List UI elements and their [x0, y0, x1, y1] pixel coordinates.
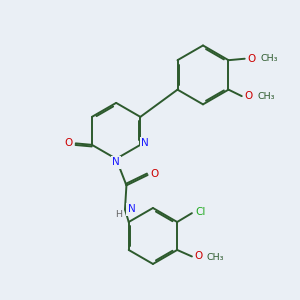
Text: O: O: [64, 138, 73, 148]
Text: H: H: [115, 210, 122, 219]
Text: CH₃: CH₃: [258, 92, 275, 100]
Text: O: O: [247, 54, 255, 64]
Text: O: O: [194, 251, 202, 261]
Text: O: O: [150, 169, 158, 178]
Text: CH₃: CH₃: [207, 253, 224, 262]
Text: N: N: [112, 158, 120, 167]
Text: N: N: [128, 205, 135, 214]
Text: N: N: [141, 138, 149, 148]
Text: CH₃: CH₃: [261, 54, 278, 63]
Text: O: O: [244, 91, 252, 101]
Text: Cl: Cl: [195, 207, 205, 217]
